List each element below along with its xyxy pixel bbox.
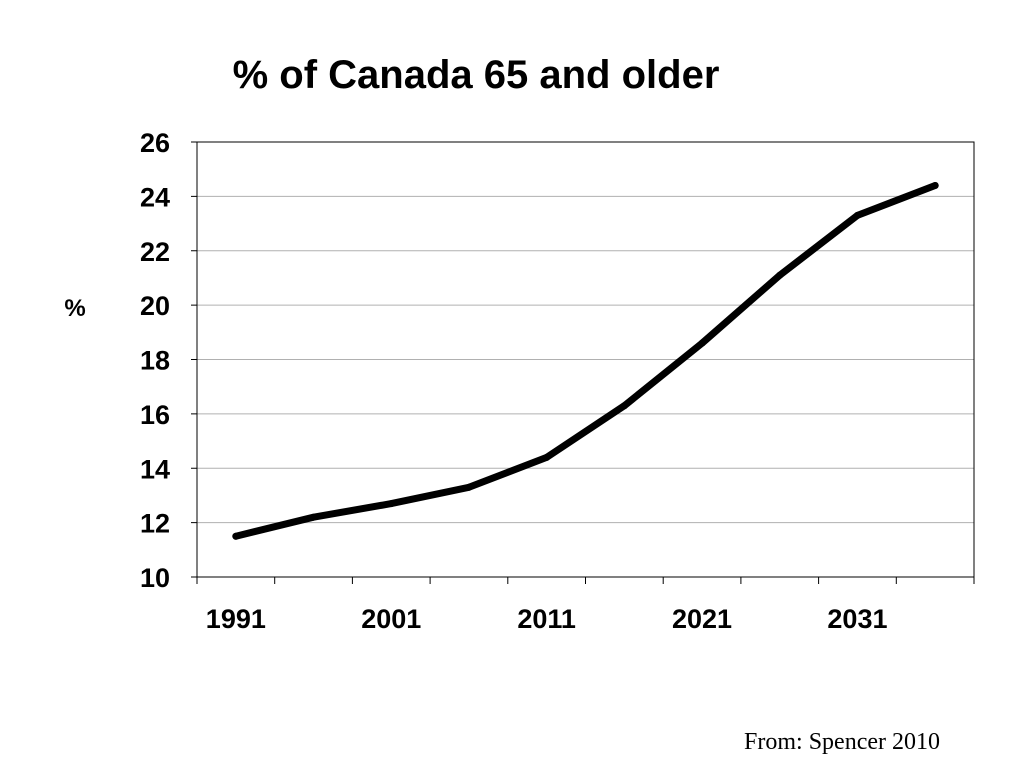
y-tick-label: 20 xyxy=(140,291,170,321)
data-point xyxy=(387,500,395,508)
data-point xyxy=(232,532,240,540)
data-point xyxy=(310,513,318,521)
data-point xyxy=(776,271,784,279)
y-tick-label: 10 xyxy=(140,563,170,593)
y-tick-label: 22 xyxy=(140,237,170,267)
y-tick-label: 18 xyxy=(140,346,170,376)
series-layer xyxy=(232,182,939,540)
x-tick-label: 1991 xyxy=(206,604,266,634)
x-axis-ticks: 1991 2001 2011 2021 2031 xyxy=(196,577,975,634)
y-tick-label: 24 xyxy=(140,182,170,212)
data-point xyxy=(543,453,551,461)
data-point xyxy=(465,483,473,491)
y-tick-label: 14 xyxy=(140,454,170,484)
y-tick-label: 16 xyxy=(140,400,170,430)
y-axis-ticks: 10 12 14 16 18 20 22 24 26 xyxy=(140,128,197,593)
y-axis-label: % xyxy=(64,295,85,322)
x-tick-label: 2011 xyxy=(517,604,576,634)
y-tick-label: 12 xyxy=(140,509,170,539)
data-point xyxy=(931,182,939,189)
data-point xyxy=(620,402,628,410)
gridlines xyxy=(197,195,974,524)
source-credit: From: Spencer 2010 xyxy=(744,729,940,755)
x-tick-label: 2001 xyxy=(361,604,421,634)
y-tick-label: 26 xyxy=(140,128,170,158)
data-point xyxy=(698,339,706,347)
series-line xyxy=(232,182,939,540)
x-tick-label: 2031 xyxy=(827,604,887,634)
x-tick-label: 2021 xyxy=(672,604,732,634)
data-point xyxy=(853,211,861,219)
chart-title: % of Canada 65 and older xyxy=(233,53,720,97)
